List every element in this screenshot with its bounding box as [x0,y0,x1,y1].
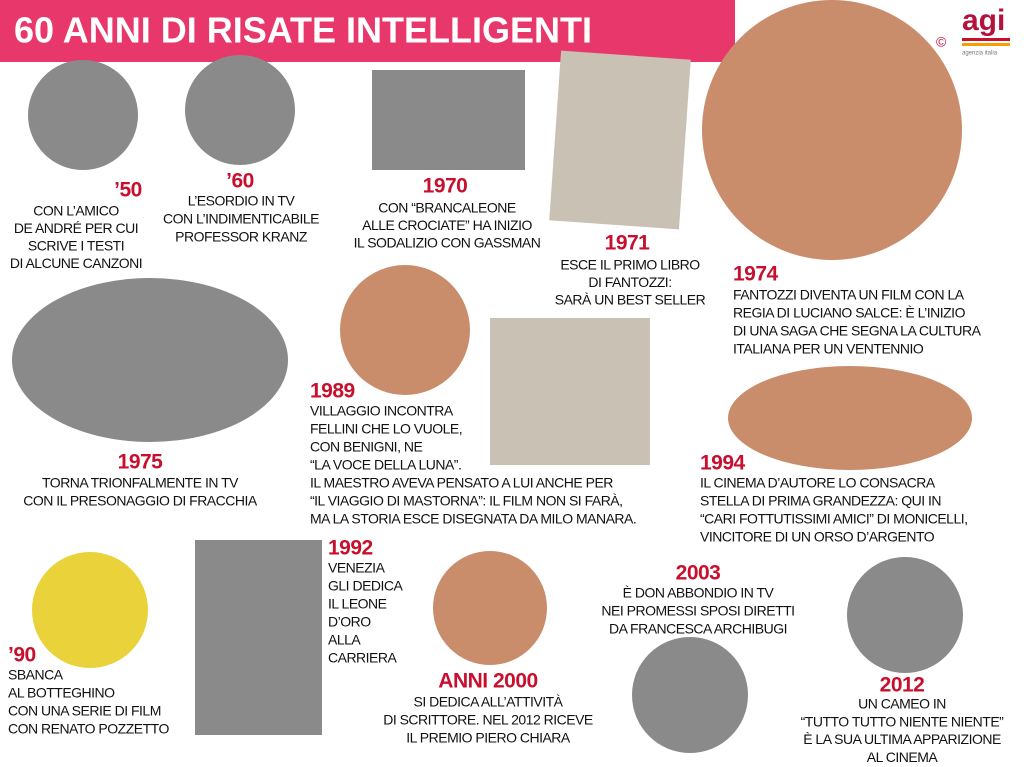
entry-year: ANNI 2000 [438,670,537,693]
entry-text: IL PREMIO PIERO CHIARA [406,730,571,746]
entry-text: VENEZIA [328,560,386,576]
entry-text: “LA VOCE DELLA LUNA”. [310,457,461,473]
photo [12,278,288,442]
entry-year: ’60 [226,170,254,193]
entry-text: VILLAGGIO INCONTRA [310,403,454,419]
entry-text: SARÀ UN BEST SELLER [555,292,706,308]
entry-text: CON L’AMICO [33,203,119,219]
entry-text: È LA SUA ULTIMA APPARIZIONE [803,731,1001,747]
entry-text: FELLINI CHE LO VUOLE, [310,421,462,437]
photo [549,50,691,230]
entry-text: GLI DEDICA [328,578,404,594]
entry-year: ’50 [114,179,142,202]
entry-text: IL SODALIZIO CON GASSMAN [354,235,541,251]
entry-text: CON RENATO POZZETTO [8,721,169,737]
entry-text: SCRIVE I TESTI [28,238,124,254]
entry-text: DI FANTOZZI: [588,274,671,290]
entry-text: CON IL PRESONAGGIO DI FRACCHIA [23,493,258,509]
entry-text: STELLA DI PRIMA GRANDEZZA: QUI IN [700,493,941,509]
logo: agi [962,4,1005,37]
title-banner [0,0,735,62]
entry-year: 1970 [423,175,468,198]
entry-text: IL MAESTRO AVEVA PENSATO A LUI ANCHE PER [310,475,613,491]
entry-text: IL CINEMA D’AUTORE LO CONSACRA [700,475,936,491]
entry-text: FANTOZZI DIVENTA UN FILM CON LA [733,287,965,303]
entry-year: 1971 [605,232,651,255]
entry-year: 2003 [676,562,721,585]
entry-text: SBANCA [8,667,64,683]
entry-text: MA LA STORIA ESCE DISEGNATA DA MILO MANA… [310,511,636,527]
entry-text: DE ANDRÉ PER CUI [14,220,138,236]
photo [195,540,322,735]
entry-text: CON BENIGNI, NE [310,439,422,455]
entry-text: DI SCRITTORE. NEL 2012 RICEVE [383,712,593,728]
logo-stripe [962,38,1010,41]
photo [340,265,470,395]
entry-text: D’ORO [328,614,371,630]
photo [32,552,148,668]
photo [433,551,547,665]
entry-year: ’90 [8,644,36,667]
entry-text: DA FRANCESCA ARCHIBUGI [609,621,787,637]
entry-year: 1994 [700,452,746,475]
entry-text: IL LEONE [328,596,387,612]
title: 60 ANNI DI RISATE INTELLIGENTI [14,10,592,51]
entry-text: TORNA TRIONFALMENTE IN TV [42,475,239,491]
entry-year: 1989 [310,380,355,403]
entry-text: “CARI FOTTUTISSIMI AMICI” DI MONICELLI, [700,511,968,527]
photo [185,55,295,165]
entry-year: 2012 [880,674,925,697]
entry-text: CARRIERA [328,650,398,666]
entry-text: ITALIANA PER UN VENTENNIO [733,341,924,357]
copyright: © [936,34,947,50]
entry-year: 1992 [328,537,373,560]
entry-text: NEI PROMESSI SPOSI DIRETTI [601,603,794,619]
logo-subtitle: agenzia italia [962,51,998,57]
entry-text: VINCITORE DI UN ORSO D’ARGENTO [700,529,935,545]
logo-stripe [962,43,1010,46]
entry-text: SI DEDICA ALL’ATTIVITÀ [413,694,563,710]
entry-text: PROFESSOR KRANZ [175,229,308,245]
entry-text: CON “BRANCALEONE [378,200,516,216]
photo [702,0,962,260]
entry-text: CON L’INDIMENTICABILE [163,211,319,227]
entry-text: DI ALCUNE CANZONI [10,255,142,271]
entry-year: 1975 [118,451,164,474]
entry-text: ESCE IL PRIMO LIBRO [560,257,700,273]
entry-year: 1974 [733,263,779,286]
entry-text: REGIA DI LUCIANO SALCE: È L’INIZIO [733,305,966,321]
photo [28,60,138,170]
photo [847,557,963,673]
entry-text: UN CAMEO IN [858,696,946,712]
entry-text: “TUTTO TUTTO NIENTE NIENTE” [801,713,1005,729]
entry-text: “IL VIAGGIO DI MASTORNA”: IL FILM NON SI… [310,493,623,509]
entry-text: L’ESORDIO IN TV [188,193,296,209]
entry-text: DI UNA SAGA CHE SEGNA LA CULTURA [733,323,982,339]
entry-text: ALLE CROCIATE” HA INIZIO [362,217,532,233]
entry-text: AL BOTTEGHINO [8,685,115,701]
photo [372,70,525,170]
entry-text: CON UNA SERIE DI FILM [8,703,161,719]
entry-text: AL CINEMA [867,749,939,765]
photo [632,637,748,753]
entry-text: ALLA [328,632,361,648]
entry-text: È DON ABBONDIO IN TV [623,585,775,601]
photo [490,318,650,465]
photo [728,366,972,470]
